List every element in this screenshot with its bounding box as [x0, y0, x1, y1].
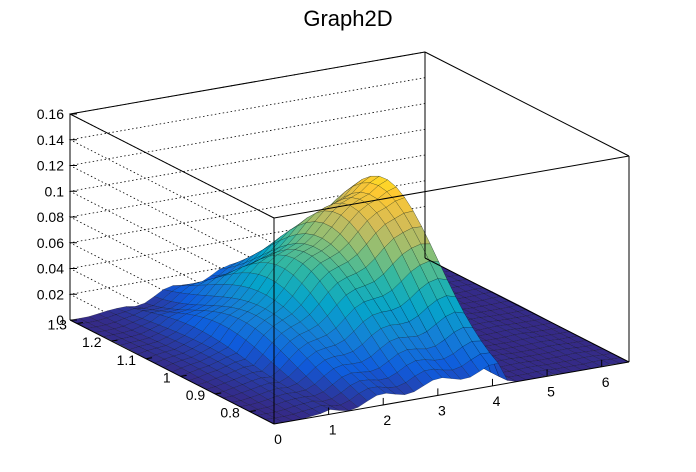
frame-layer — [69, 51, 630, 425]
frame-edge — [273, 155, 630, 219]
y-tick-label: 1.1 — [117, 352, 137, 368]
frame-edge — [69, 113, 275, 219]
frame-edge — [69, 51, 426, 115]
z-tick-label: 0 — [56, 312, 64, 328]
y-tick-mark — [145, 357, 153, 360]
x-tick-label: 4 — [493, 393, 501, 409]
y-tick-mark — [249, 410, 256, 413]
frame-edge — [69, 319, 275, 425]
x-tick-label: 2 — [383, 412, 391, 428]
y-tick-label: 0.9 — [186, 387, 206, 403]
z-tick-label: 0.08 — [37, 209, 64, 225]
x-tick-label: 0 — [274, 431, 282, 447]
x-tick-label: 1 — [329, 421, 337, 437]
z-tick-label: 0.14 — [37, 132, 64, 148]
y-tick-mark — [76, 322, 83, 325]
frame-edge — [424, 257, 630, 363]
y-tick-label: 1.3 — [47, 317, 67, 333]
x-tick-label: 5 — [547, 383, 555, 399]
ticks-layer: 0 0.02 0.04 0.06 0.08 0.1 0.12 0.14 0.16 0.8 0.9 1 1… — [37, 106, 610, 447]
x-tick-label: 3 — [438, 402, 446, 418]
z-tick-label: 0.02 — [37, 286, 64, 302]
z-tick-label: 0.06 — [37, 235, 64, 251]
y-tick-mark — [215, 392, 222, 395]
z-tick-label: 0.12 — [37, 158, 64, 174]
y-tick-mark — [111, 339, 118, 342]
surface-layer — [69, 175, 630, 424]
x-tick-label: 6 — [602, 374, 610, 390]
z-tick-label: 0.1 — [45, 183, 65, 199]
frame-edge — [273, 361, 630, 425]
chart-title: Graph2D — [303, 6, 392, 31]
z-tick-label: 0.04 — [37, 261, 64, 277]
y-tick-label: 0.8 — [220, 405, 240, 421]
frame-edge — [424, 51, 630, 157]
y-tick-label: 1.2 — [82, 334, 102, 350]
y-tick-mark — [180, 374, 187, 377]
z-tick-label: 0.16 — [37, 106, 64, 122]
y-tick-label: 1 — [163, 369, 171, 385]
